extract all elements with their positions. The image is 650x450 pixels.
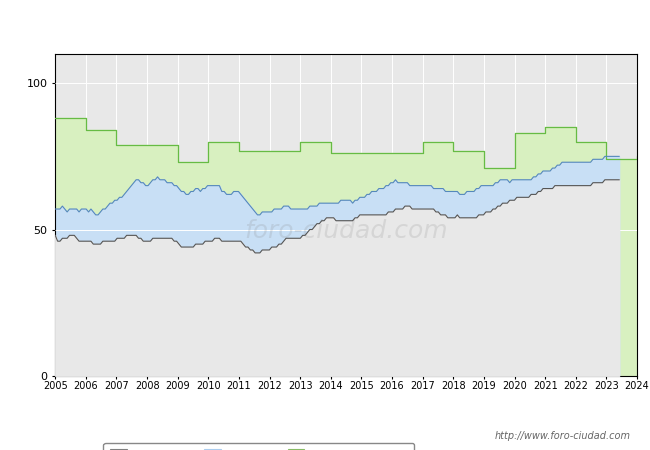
Text: Arguisuelas - Evolucion de la poblacion en edad de Trabajar Mayo de 2024: Arguisuelas - Evolucion de la poblacion … <box>86 17 564 30</box>
Legend: Ocupados, Parados, Hab. entre 16-64: Ocupados, Parados, Hab. entre 16-64 <box>103 443 415 450</box>
Text: foro-ciudad.com: foro-ciudad.com <box>244 219 448 243</box>
Text: http://www.foro-ciudad.com: http://www.foro-ciudad.com <box>495 431 630 441</box>
